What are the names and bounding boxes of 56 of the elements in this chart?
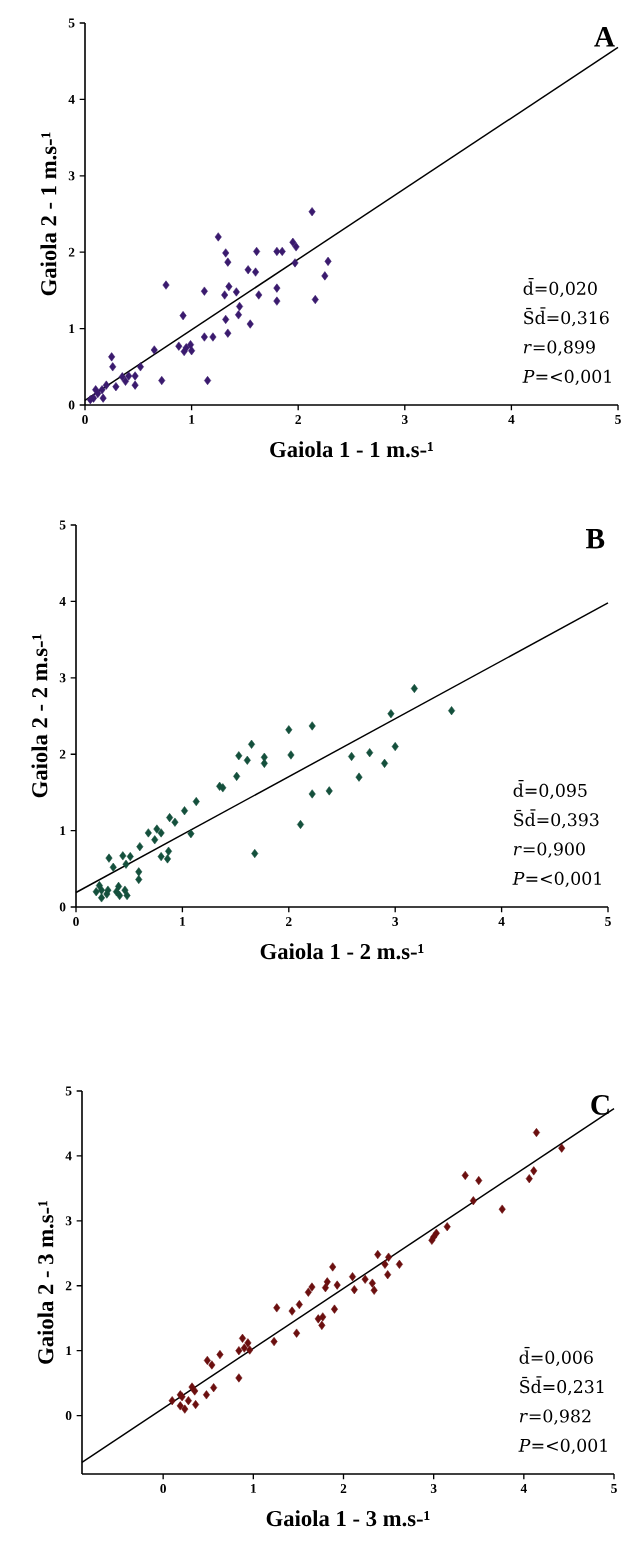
x-tick-label: 1 bbox=[251, 1484, 256, 1493]
annotation: S̄d̄=0,231 bbox=[520, 1376, 604, 1396]
annotation: d̄=0,020 bbox=[523, 277, 597, 298]
chart-title: B bbox=[585, 529, 605, 549]
y-tick-label: 3 bbox=[59, 673, 66, 683]
annotation: P=<0,001 bbox=[522, 369, 611, 386]
y-axis-title: Gaiola 2 - 2 m.s-¹ bbox=[31, 634, 48, 798]
y-tick-label: 5 bbox=[68, 18, 75, 28]
x-tick-label: 2 bbox=[295, 415, 301, 424]
annotation: r=0,900 bbox=[513, 842, 585, 858]
annotation: r=0,982 bbox=[519, 1409, 591, 1425]
x-tick-label: 2 bbox=[340, 1484, 347, 1493]
annotation: d̄=0,006 bbox=[519, 1346, 593, 1366]
x-tick-label: 4 bbox=[508, 415, 515, 424]
x-axis-title: Gaiola 1 - 3 m.s-¹ bbox=[266, 1510, 430, 1527]
x-tick-label: 2 bbox=[286, 917, 292, 926]
x-tick-label: 4 bbox=[498, 917, 505, 926]
x-tick-label: 1 bbox=[180, 917, 186, 926]
y-tick-label: 4 bbox=[65, 1151, 72, 1161]
y-tick-label: 4 bbox=[59, 597, 66, 606]
y-tick-label: 1 bbox=[60, 826, 66, 836]
chart-title: A bbox=[594, 27, 615, 47]
x-tick-label: 4 bbox=[520, 1484, 527, 1493]
y-tick-label: 5 bbox=[65, 1086, 72, 1096]
x-tick-label: 5 bbox=[611, 1484, 617, 1493]
y-axis-title: Gaiola 2 - 1 m.s-¹ bbox=[40, 132, 57, 296]
annotation: P=<0,001 bbox=[518, 1438, 607, 1454]
x-tick-label: 0 bbox=[82, 415, 88, 425]
x-tick-label: 3 bbox=[430, 1484, 437, 1494]
chart-title: C bbox=[591, 1095, 609, 1115]
y-tick-label: 2 bbox=[59, 749, 66, 759]
x-tick-label: 0 bbox=[160, 1484, 166, 1494]
x-axis-title: Gaiola 1 - 2 m.s-¹ bbox=[260, 943, 424, 960]
y-axis-title: Gaiola 2 - 3 m.s-¹ bbox=[37, 1201, 54, 1364]
y-tick-label: 4 bbox=[68, 95, 75, 104]
y-tick-label: 0 bbox=[68, 400, 75, 410]
y-tick-label: 1 bbox=[69, 324, 75, 333]
x-tick-label: 5 bbox=[615, 415, 621, 424]
annotation: S̄d̄=0,393 bbox=[514, 809, 599, 829]
x-tick-label: 1 bbox=[189, 415, 195, 424]
annotation: S̄d̄=0,316 bbox=[524, 307, 609, 327]
y-tick-label: 2 bbox=[65, 1281, 72, 1291]
y-tick-label: 3 bbox=[65, 1216, 72, 1226]
y-tick-label: 2 bbox=[68, 247, 75, 257]
x-tick-label: 3 bbox=[392, 917, 399, 927]
x-tick-label: 3 bbox=[401, 415, 408, 424]
y-tick-label: 5 bbox=[59, 520, 66, 530]
y-tick-label: 0 bbox=[59, 902, 66, 912]
annotation: d̄=0,095 bbox=[513, 779, 587, 800]
y-tick-label: 1 bbox=[66, 1346, 72, 1356]
x-tick-label: 5 bbox=[605, 917, 611, 926]
annotation: r=0,899 bbox=[523, 340, 595, 356]
y-tick-label: 3 bbox=[68, 171, 75, 181]
y-tick-label: 0 bbox=[65, 1411, 72, 1421]
annotation: P=<0,001 bbox=[512, 871, 601, 888]
x-axis-title: Gaiola 1 - 1 m.s-¹ bbox=[270, 441, 433, 458]
